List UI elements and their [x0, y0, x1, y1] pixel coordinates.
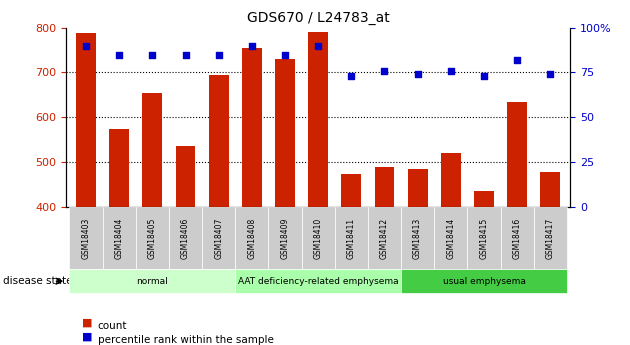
Text: GSM18417: GSM18417	[546, 217, 555, 259]
Bar	[242, 48, 262, 207]
Point	[512, 57, 522, 63]
Text: GSM18416: GSM18416	[513, 217, 522, 259]
Text: GSM18414: GSM18414	[446, 217, 455, 259]
Bar	[374, 167, 394, 207]
Text: GSM18413: GSM18413	[413, 217, 422, 259]
Bar	[275, 59, 295, 207]
Point	[147, 52, 158, 57]
Text: GSM18410: GSM18410	[314, 217, 323, 259]
Point	[81, 43, 91, 48]
Bar	[109, 129, 129, 207]
Text: ■: ■	[82, 332, 93, 342]
Point	[214, 52, 224, 57]
Bar	[441, 153, 461, 207]
Bar	[474, 191, 494, 207]
Text: GSM18405: GSM18405	[148, 217, 157, 259]
Text: normal: normal	[137, 277, 168, 286]
Text: disease state: disease state	[3, 276, 72, 286]
Bar	[176, 146, 195, 207]
Point	[313, 43, 323, 48]
Text: usual emphysema: usual emphysema	[442, 277, 525, 286]
Bar	[308, 32, 328, 207]
Point	[114, 52, 124, 57]
Point	[545, 71, 555, 77]
Point	[413, 71, 423, 77]
Bar	[341, 174, 361, 207]
Point	[180, 52, 190, 57]
Point	[379, 68, 389, 73]
Bar	[209, 75, 229, 207]
Title: GDS670 / L24783_at: GDS670 / L24783_at	[247, 11, 389, 25]
Text: GSM18406: GSM18406	[181, 217, 190, 259]
Text: count: count	[98, 321, 127, 331]
Bar	[142, 92, 163, 207]
Point	[280, 52, 290, 57]
Text: GSM18412: GSM18412	[380, 217, 389, 259]
Text: GSM18404: GSM18404	[115, 217, 123, 259]
Point	[446, 68, 456, 73]
Point	[247, 43, 257, 48]
Bar	[76, 33, 96, 207]
Text: GSM18403: GSM18403	[81, 217, 91, 259]
Text: GSM18407: GSM18407	[214, 217, 223, 259]
Text: GSM18415: GSM18415	[479, 217, 488, 259]
Text: ■: ■	[82, 318, 93, 328]
Point	[346, 73, 357, 79]
Text: percentile rank within the sample: percentile rank within the sample	[98, 335, 273, 345]
Bar	[541, 172, 560, 207]
Point	[479, 73, 489, 79]
Text: AAT deficiency-related emphysema: AAT deficiency-related emphysema	[238, 277, 398, 286]
Bar	[507, 101, 527, 207]
Bar	[408, 169, 428, 207]
Text: GSM18408: GSM18408	[248, 217, 256, 259]
Text: GSM18411: GSM18411	[346, 217, 356, 259]
Text: GSM18409: GSM18409	[280, 217, 290, 259]
